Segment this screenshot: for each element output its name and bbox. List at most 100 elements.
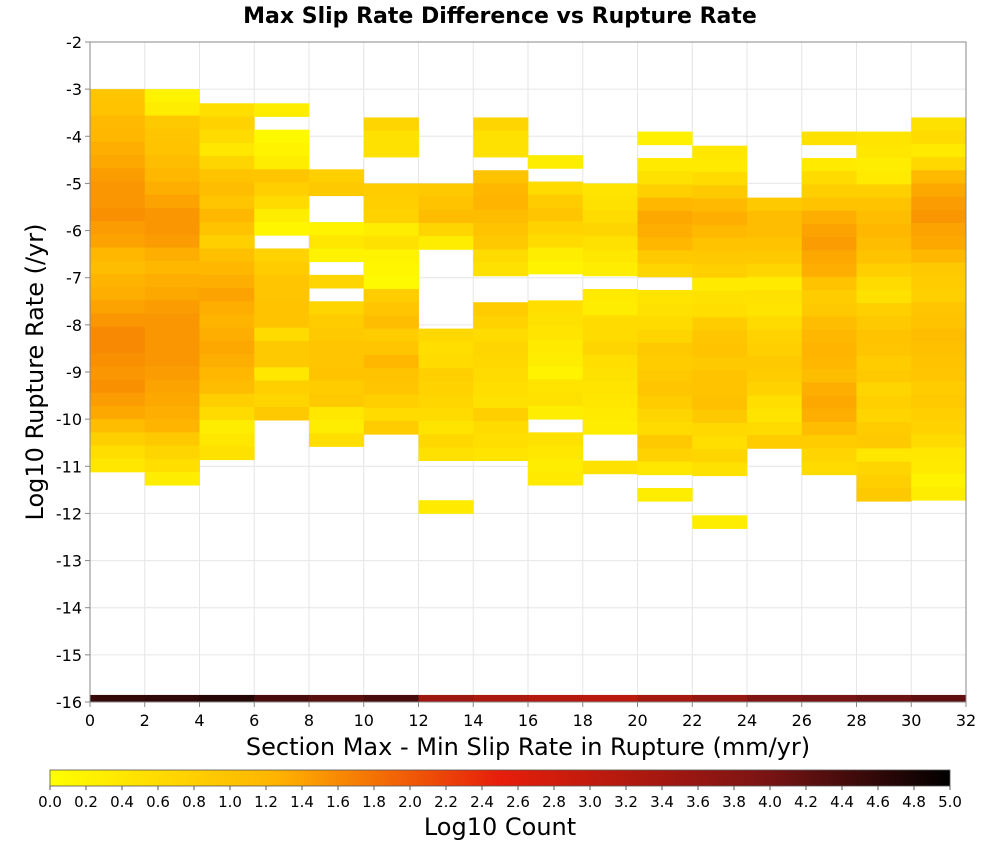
heatmap-cell [473,434,529,448]
heatmap-cell [582,223,638,237]
heatmap-cell [582,394,638,409]
heatmap-cell [90,287,146,301]
heatmap-cell [363,394,419,409]
heatmap-cell [911,368,967,382]
heatmap-cell [911,434,967,448]
heatmap-cell [856,694,912,702]
heatmap-cell [418,421,474,435]
heatmap-cell [856,369,912,383]
x-tick-label: 28 [846,711,866,730]
heatmap-cell [309,274,365,289]
heatmap-cell [90,313,146,328]
heatmap-cell [363,183,419,198]
heatmap-cell [747,210,803,225]
heatmap-cell [309,222,365,236]
heatmap-cell [582,196,638,211]
heatmap-cell [747,342,803,357]
heatmap-cell [199,248,255,263]
heatmap-cell [801,131,857,146]
heatmap-cell [747,316,803,330]
heatmap-cell [199,208,255,223]
colorbar-ticks: 0.0 0.2 0.4 0.6 0.8 1.0 1.2 1.4 1.6 1.8 2.0 2.2 2.4 2… [38,786,962,811]
heatmap-cell [199,261,255,276]
heatmap-cell [528,694,584,702]
heatmap-cell [801,303,857,317]
colorbar-tick-label: 2.0 [398,793,422,811]
heatmap-cell [254,406,310,421]
heatmap-cell [637,237,693,251]
heatmap-cell [801,171,857,185]
colorbar-tick-label: 1.2 [254,793,278,811]
colorbar-tick-label: 2.4 [470,793,494,811]
heatmap-cell [473,209,529,224]
heatmap-cell [747,421,803,436]
heatmap-cell [856,435,912,449]
x-tick-label: 20 [627,711,647,730]
colorbar-tick-label: 0.8 [182,793,206,811]
heatmap-cell [363,223,419,237]
x-tick-label: 12 [408,711,428,730]
heatmap-cell [637,184,693,198]
heatmap-cell [801,197,857,212]
heatmap-cell [692,264,748,279]
heatmap-cell [637,171,693,185]
heatmap-cell [911,394,967,409]
heatmap-cell [309,406,365,421]
heatmap-cell [747,382,803,396]
heatmap-cell [637,448,693,462]
heatmap-cell [418,500,474,514]
heatmap-cell [747,408,803,423]
colorbar-tick-label: 1.8 [362,793,386,811]
y-tick-label: -13 [56,552,82,571]
heatmap-cell [528,326,584,341]
heatmap-cell [199,288,255,302]
heatmap-cell [801,210,857,225]
heatmap-cell [637,223,693,238]
heatmap-cell [801,342,857,357]
heatmap-cell [363,368,419,382]
heatmap-cell [801,395,857,410]
heatmap-cell [692,515,748,529]
heatmap-cell [801,435,857,449]
y-tick-label: -15 [56,646,82,665]
heatmap-cell [144,300,200,314]
heatmap-cell [144,128,200,143]
heatmap-cell [418,223,474,237]
y-tick-label: -5 [66,174,82,193]
heatmap-cell [90,221,146,235]
heatmap-cell [911,249,967,264]
heatmap-cell [692,449,748,463]
heatmap-cell [637,197,693,212]
y-tick-label: -4 [66,127,82,146]
heatmap-cell [90,405,146,420]
heatmap-cell [637,487,693,502]
heatmap-cell [473,421,529,435]
heatmap-cell [144,353,200,367]
heatmap-cell [199,327,255,342]
heatmap-cell [582,209,638,224]
heatmap-cell [911,289,967,303]
heatmap-cell [199,116,255,131]
heatmap-cell [254,274,310,289]
heatmap-cell [363,315,419,330]
heatmap-cell [747,369,803,383]
heatmap-cell [856,448,912,462]
heatmap-cell [473,355,529,369]
heatmap-cell [473,130,529,145]
heatmap-cell [418,236,474,250]
heatmap-cell [528,234,584,248]
heatmap-cell [199,103,255,117]
heatmap-cell [582,381,638,396]
heatmap-cell [90,260,146,275]
heatmap-cell [90,432,146,446]
heatmap-cell [637,316,693,330]
colorbar-tick-label: 0.4 [110,793,134,811]
y-tick-label: -12 [56,504,82,523]
heatmap-cell [199,222,255,236]
heatmap-cell [582,262,638,277]
heatmap-cell [637,355,693,370]
heatmap-cell [144,247,200,262]
heatmap-cell [363,262,419,277]
x-axis-ticks: 0 2 4 6 8 10 12 14 16 18 20 22 24 26 28 30 32 [85,702,976,730]
heatmap-cell [911,130,967,145]
